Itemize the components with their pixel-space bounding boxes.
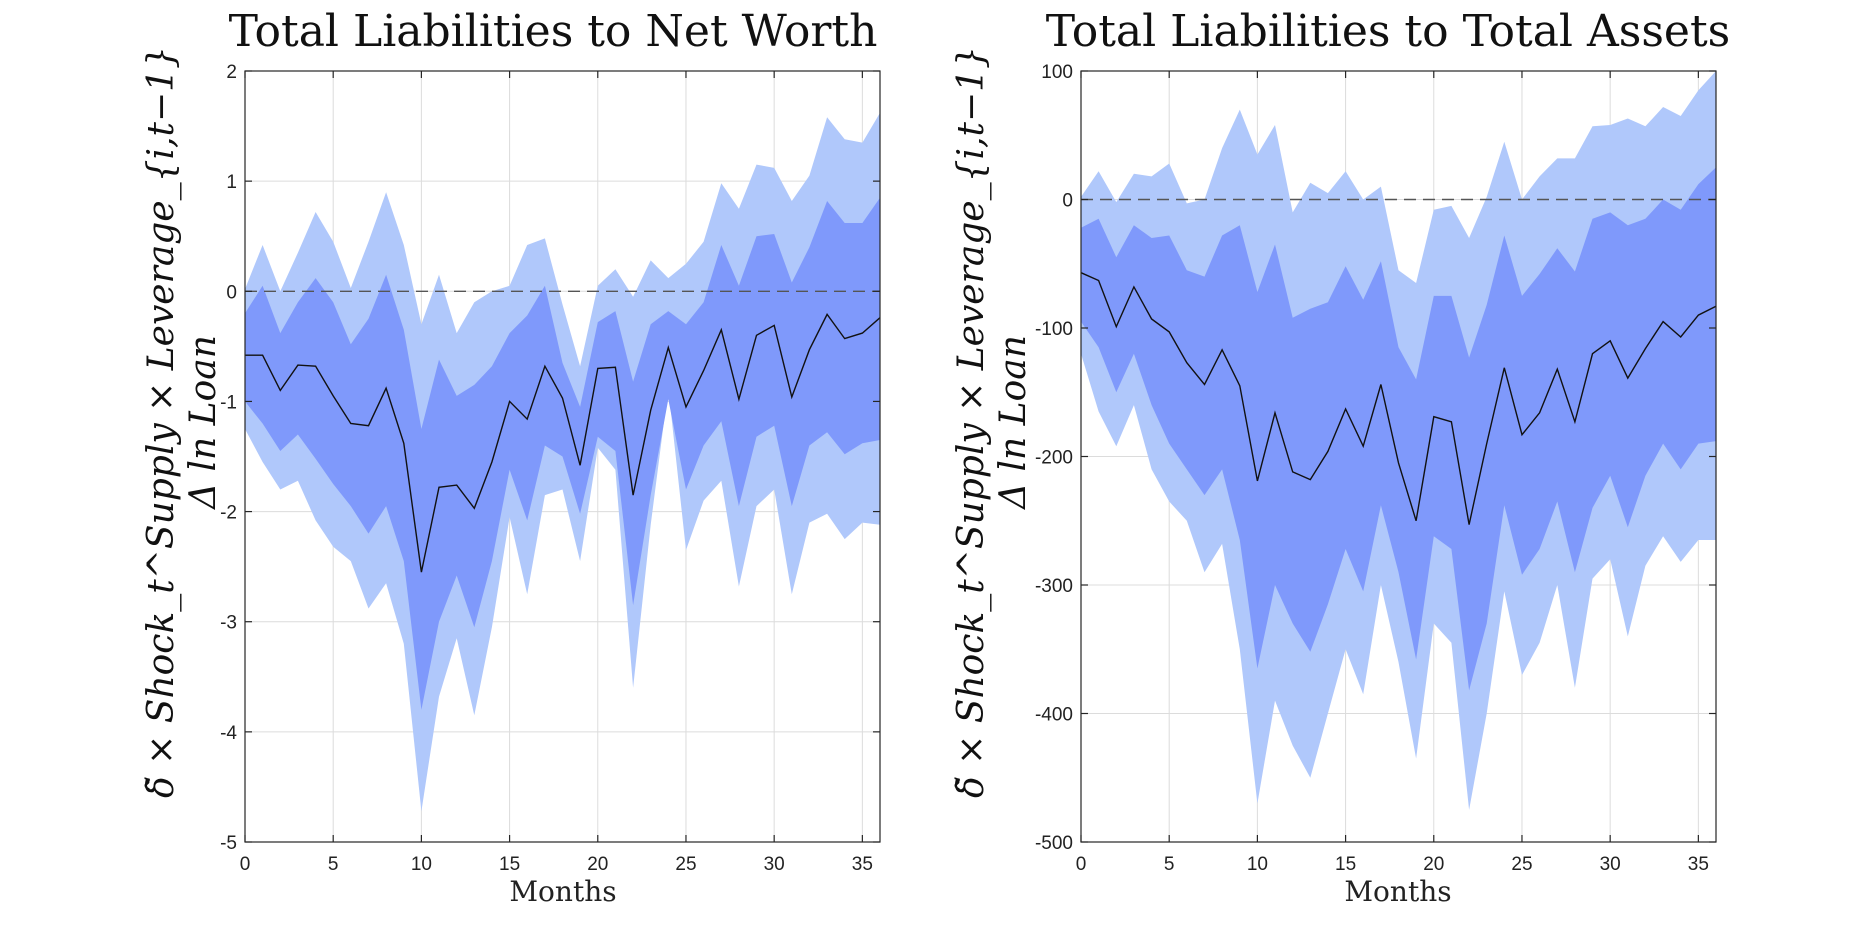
y-axis-ticks: -500 -400 -300 -200 -100 0 100 — [1035, 62, 1716, 854]
x-tick-label: 35 — [852, 854, 873, 875]
x-tick-label: 30 — [764, 854, 785, 875]
inner-confidence-band — [245, 197, 880, 710]
y-tick-label: -500 — [1035, 833, 1073, 854]
median-line — [1080, 272, 1717, 525]
y-tick-label: -200 — [1035, 448, 1073, 469]
median-series-line — [245, 313, 881, 573]
confidence-bands — [245, 112, 880, 812]
y-axis-label-line-1: δ̃ × Shock_t^Supply × Leverage_{i,t−1} — [141, 46, 182, 798]
x-tick-label: 15 — [1335, 854, 1356, 875]
y-tick-label: 0 — [1062, 191, 1073, 212]
y-tick-label: -2 — [220, 503, 237, 524]
x-tick-label: 10 — [411, 854, 432, 875]
panel-liabilities-to-net-worth: Total Liabilities to Net Worth 0 5 10 15 20 2… — [141, 6, 881, 908]
x-tick-label: 5 — [328, 854, 339, 875]
y-axis-label-line-2: Δ ln Loan — [993, 335, 1034, 511]
y-tick-label: 100 — [1041, 62, 1073, 83]
x-axis-ticks: 0 5 10 15 20 25 30 35 — [1076, 71, 1709, 875]
x-tick-label: 15 — [499, 854, 520, 875]
x-tick-label: 0 — [240, 854, 251, 875]
inner-confidence-band — [1081, 167, 1716, 691]
y-tick-label: 2 — [226, 62, 237, 83]
y-tick-label: -300 — [1035, 576, 1073, 597]
y-tick-label: -400 — [1035, 705, 1073, 726]
y-tick-label: 0 — [226, 282, 237, 303]
axes — [244, 70, 881, 843]
median-series-line — [1080, 272, 1717, 525]
y-axis-label: δ̃ × Shock_t^Supply × Leverage_{i,t−1} Δ… — [951, 46, 1034, 798]
x-tick-label: 35 — [1688, 854, 1709, 875]
chart-title: Total Liabilities to Net Worth — [229, 6, 878, 57]
y-tick-label: -3 — [220, 613, 237, 634]
y-tick-label: -4 — [220, 723, 237, 744]
x-tick-label: 20 — [587, 854, 608, 875]
x-tick-label: 25 — [675, 854, 696, 875]
x-tick-label: 10 — [1247, 854, 1268, 875]
x-tick-label: 25 — [1511, 854, 1532, 875]
x-tick-label: 30 — [1600, 854, 1621, 875]
chart-title: Total Liabilities to Total Assets — [1046, 6, 1730, 57]
y-axis-ticks: -5 -4 -3 -2 -1 0 1 2 — [220, 62, 880, 854]
confidence-bands — [1081, 71, 1716, 810]
x-tick-label: 0 — [1076, 854, 1087, 875]
y-axis-label-line-1: δ̃ × Shock_t^Supply × Leverage_{i,t−1} — [951, 46, 992, 798]
x-tick-label: 20 — [1423, 854, 1444, 875]
y-tick-label: -5 — [220, 833, 237, 854]
x-axis-ticks: 0 5 10 15 20 25 30 35 — [240, 71, 873, 875]
y-tick-label: -100 — [1035, 319, 1073, 340]
x-axis-label: Months — [509, 875, 616, 908]
y-axis-label: δ̃ × Shock_t^Supply × Leverage_{i,t−1} Δ… — [141, 46, 224, 798]
panel-liabilities-to-total-assets: Total Liabilities to Total Assets 0 5 10 15… — [951, 6, 1730, 908]
plot-frame — [244, 70, 881, 843]
x-axis-label: Months — [1344, 875, 1451, 908]
y-axis-label-line-2: Δ ln Loan — [183, 335, 224, 511]
y-tick-label: 1 — [226, 172, 237, 193]
x-tick-label: 5 — [1164, 854, 1175, 875]
median-line — [245, 313, 881, 573]
y-tick-label: -1 — [220, 392, 237, 413]
